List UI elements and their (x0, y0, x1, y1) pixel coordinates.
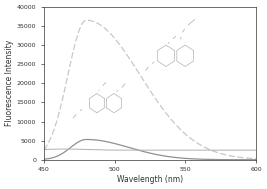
X-axis label: Wavelength (nm): Wavelength (nm) (117, 175, 183, 184)
Y-axis label: Fluorescence Intensity: Fluorescence Intensity (5, 40, 14, 126)
